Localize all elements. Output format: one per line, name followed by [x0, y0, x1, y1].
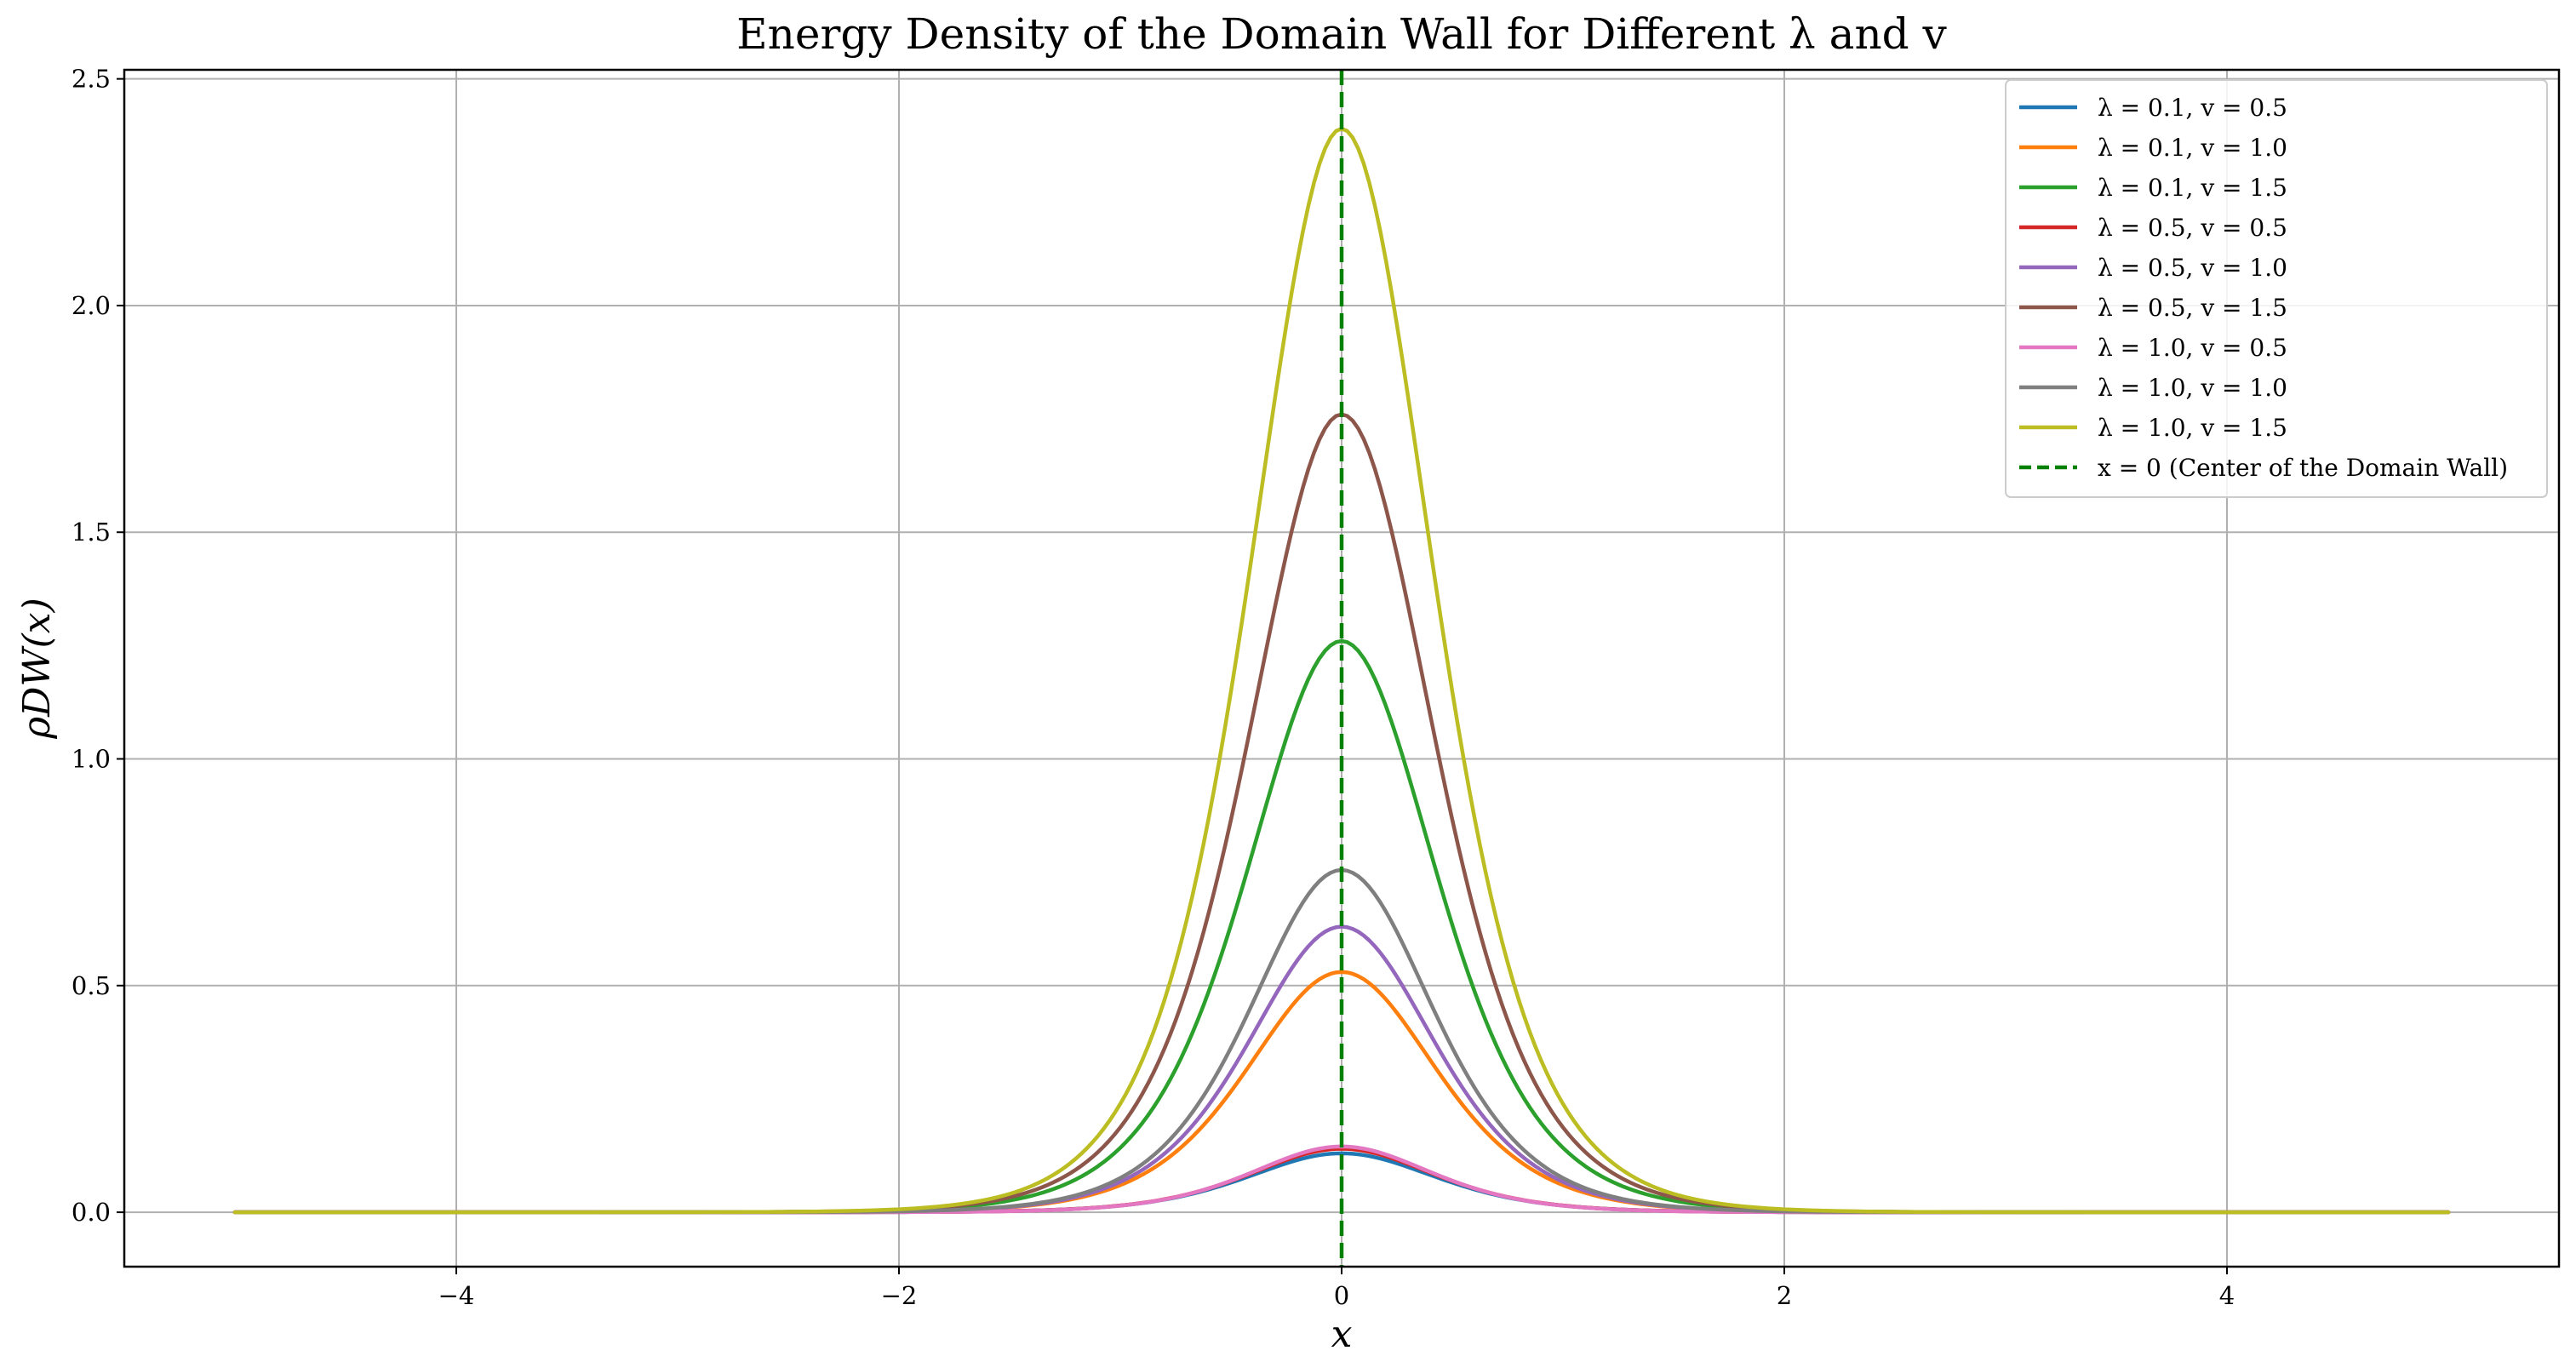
- y-tick-label: 0.0: [72, 1198, 111, 1227]
- chart-title: Energy Density of the Domain Wall for Di…: [736, 9, 1947, 59]
- legend-label: λ = 0.5, v = 0.5: [2098, 214, 2287, 242]
- legend-label: λ = 1.0, v = 0.5: [2098, 334, 2287, 362]
- legend-label: λ = 1.0, v = 1.5: [2098, 414, 2287, 442]
- y-tick-label: 2.5: [72, 65, 111, 94]
- x-tick-label: 0: [1334, 1281, 1349, 1310]
- x-tick-label: 2: [1777, 1281, 1792, 1310]
- legend-label: x = 0 (Center of the Domain Wall): [2098, 454, 2508, 482]
- x-tick-label: 4: [2219, 1281, 2235, 1310]
- legend-label: λ = 0.1, v = 1.0: [2098, 134, 2287, 162]
- legend-label: λ = 0.1, v = 1.5: [2098, 174, 2287, 202]
- y-tick-label: 1.5: [72, 518, 111, 547]
- legend: λ = 0.1, v = 0.5 λ = 0.1, v = 1.0 λ = 0.1,…: [2005, 79, 2548, 498]
- legend-label: λ = 1.0, v = 1.0: [2098, 374, 2287, 402]
- x-tick-label: −4: [438, 1281, 475, 1310]
- legend-label: λ = 0.1, v = 0.5: [2098, 94, 2287, 122]
- y-axis-label: ρDW(x): [15, 598, 59, 740]
- axis-ticks: −4 −2 0 2 4 0.0 0.5 1.0 1.5 2.0 2.5: [72, 65, 2235, 1310]
- x-axis-label: x: [1331, 1313, 1353, 1356]
- y-tick-label: 1.0: [72, 745, 111, 774]
- y-tick-label: 0.5: [72, 971, 111, 1000]
- legend-label: λ = 0.5, v = 1.0: [2098, 254, 2287, 282]
- legend-label: λ = 0.5, v = 1.5: [2098, 294, 2287, 322]
- x-tick-label: −2: [881, 1281, 918, 1310]
- legend-box: [2005, 79, 2548, 498]
- y-tick-label: 2.0: [72, 291, 111, 320]
